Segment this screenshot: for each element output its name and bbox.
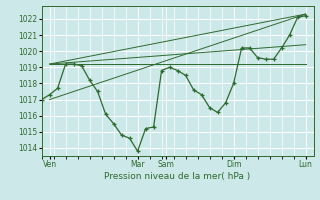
X-axis label: Pression niveau de la mer( hPa ): Pression niveau de la mer( hPa )	[104, 172, 251, 181]
